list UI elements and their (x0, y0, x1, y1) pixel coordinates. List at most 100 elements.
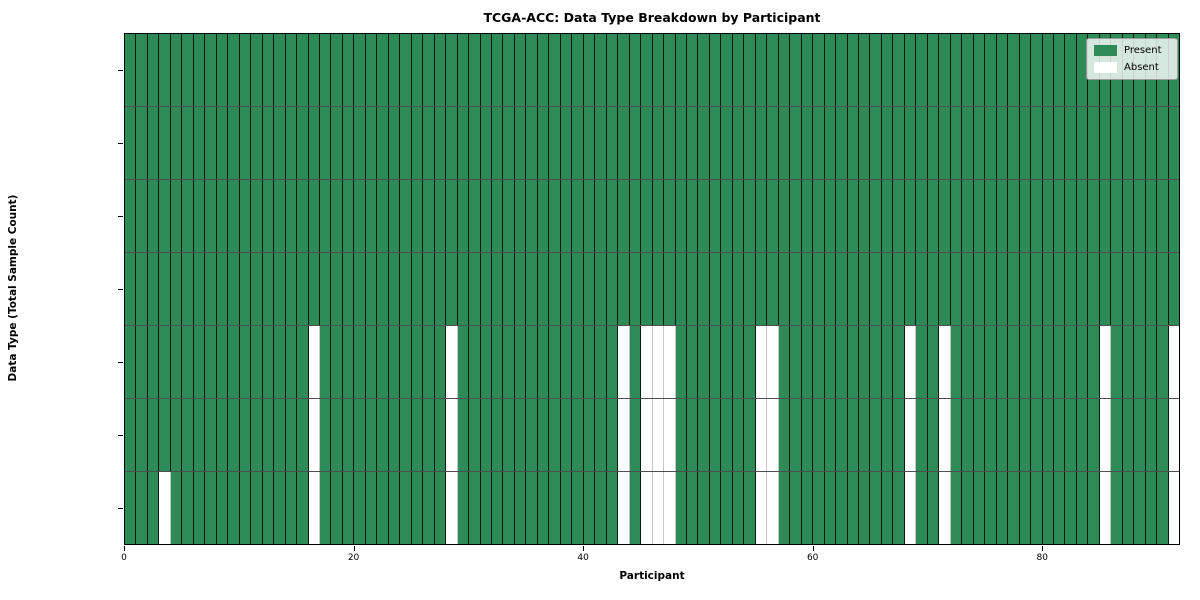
heatmap-cell (1145, 472, 1158, 544)
heatmap-cell (675, 253, 687, 325)
heatmap-cell (893, 34, 905, 106)
heatmap-cell (182, 180, 194, 252)
heatmap-cell (262, 180, 275, 252)
heatmap-cell (973, 180, 986, 252)
heatmap-cell (1053, 34, 1066, 106)
heatmap-cell (492, 326, 504, 398)
heatmap-cell (572, 399, 584, 471)
heatmap-cell (1099, 472, 1112, 544)
heatmap-cell (147, 180, 160, 252)
heatmap-cell (629, 107, 642, 179)
heatmap-cell (813, 472, 825, 544)
heatmap-cell (950, 253, 963, 325)
heatmap-cell (411, 180, 424, 252)
legend-item: Present (1094, 45, 1169, 56)
heatmap-cell (411, 107, 424, 179)
heatmap-cell (377, 107, 389, 179)
y-tick-mark (118, 69, 123, 71)
heatmap-cell (228, 399, 240, 471)
heatmap-cell (939, 326, 951, 398)
heatmap-cell (526, 34, 538, 106)
heatmap-cell (836, 472, 848, 544)
heatmap-cell (228, 472, 240, 544)
heatmap-cell (893, 107, 905, 179)
heatmap-cell (492, 253, 504, 325)
heatmap-cell (744, 472, 756, 544)
heatmap-cell (1088, 399, 1100, 471)
heatmap-cell (1111, 399, 1123, 471)
heatmap-cell (423, 107, 435, 179)
heatmap-cell (755, 326, 768, 398)
heatmap-cell (595, 34, 607, 106)
heatmap-cell (973, 253, 986, 325)
heatmap-cell (859, 180, 871, 252)
heatmap-cell (1019, 34, 1032, 106)
heatmap-cell (686, 326, 699, 398)
heatmap-cell (193, 399, 206, 471)
heatmap-cell (251, 180, 263, 252)
heatmap-cell (1157, 472, 1169, 544)
heatmap-cell (537, 326, 550, 398)
heatmap-cell (732, 253, 745, 325)
heatmap-cell (560, 180, 573, 252)
heatmap-cell (262, 34, 275, 106)
heatmap-cell (1168, 180, 1180, 252)
heatmap-cell (526, 326, 538, 398)
heatmap-cell (297, 472, 309, 544)
heatmap-cell (503, 253, 515, 325)
heatmap-cell (365, 107, 378, 179)
heatmap-cell (239, 34, 252, 106)
heatmap-cell (388, 34, 401, 106)
heatmap-cell (411, 253, 424, 325)
heatmap-cell (859, 253, 871, 325)
heatmap-cell (377, 472, 389, 544)
heatmap-cell (950, 107, 963, 179)
heatmap-cell (916, 34, 928, 106)
heatmap-cell (446, 253, 458, 325)
heatmap-cell (744, 180, 756, 252)
heatmap-cell (560, 326, 573, 398)
heatmap-cell (239, 326, 252, 398)
heatmap-cell (572, 253, 584, 325)
legend-label: Absent (1124, 62, 1159, 73)
heatmap-cell (606, 180, 619, 252)
heatmap-cell (1076, 107, 1089, 179)
heatmap-cell (698, 472, 710, 544)
y-tick-mark (118, 289, 123, 290)
heatmap-cell (939, 107, 951, 179)
heatmap-cell (641, 180, 653, 252)
heatmap-cell (331, 253, 343, 325)
x-tick-mark (124, 546, 125, 551)
heatmap-cell (492, 472, 504, 544)
heatmap-cell (595, 180, 607, 252)
heatmap-cell (1088, 107, 1100, 179)
heatmap-cell (251, 253, 263, 325)
heatmap-cell (136, 253, 148, 325)
heatmap-cell (824, 472, 837, 544)
heatmap-cell (962, 34, 974, 106)
heatmap-cell (870, 399, 882, 471)
heatmap-cell (147, 34, 160, 106)
y-tick-mark (118, 362, 123, 364)
heatmap-cell (136, 399, 148, 471)
heatmap-cell (354, 399, 366, 471)
heatmap-cell (652, 107, 665, 179)
heatmap-cell (1019, 253, 1032, 325)
x-tick-label: 80 (1036, 553, 1048, 563)
heatmap-cell (1076, 472, 1089, 544)
heatmap-cell (193, 34, 206, 106)
heatmap-cell (308, 399, 320, 471)
heatmap-cell (228, 107, 240, 179)
heatmap-cell (778, 34, 791, 106)
heatmap-cell (973, 399, 986, 471)
heatmap-cell (297, 34, 309, 106)
heatmap-cell (434, 253, 447, 325)
heatmap-cell (709, 472, 722, 544)
heatmap-cell (606, 472, 619, 544)
heatmap-cell (904, 326, 917, 398)
heatmap-cell (985, 107, 997, 179)
heatmap-cell (193, 326, 206, 398)
heatmap-cell (1145, 107, 1158, 179)
heatmap-cell (125, 326, 137, 398)
heatmap-cell (480, 399, 492, 471)
